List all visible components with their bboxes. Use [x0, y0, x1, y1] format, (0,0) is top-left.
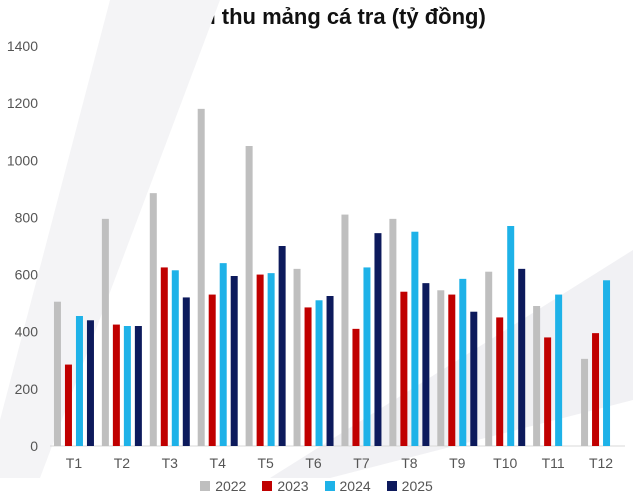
bar-T1-2024 [75, 316, 83, 446]
y-tick-label: 800 [15, 209, 39, 225]
y-tick-label: 400 [15, 324, 39, 340]
bar-T3-2024 [171, 270, 179, 446]
bar-T9-2023 [448, 294, 456, 446]
chart-legend: 2022 2023 2024 2025 [0, 478, 633, 494]
bar-T3-2025 [182, 297, 190, 446]
bar-T8-2024 [411, 231, 419, 446]
bar-chart: 0 200 400 600 800 1000 1200 1400 T1 T2 T3 T4 T5 T6 T7 T… [0, 0, 633, 478]
bar-T9-2024 [459, 278, 467, 446]
bar-T8-2023 [400, 291, 408, 446]
x-tick-label: T10 [493, 455, 517, 471]
y-tick-label: 200 [15, 381, 39, 397]
x-tick-label: T9 [449, 455, 466, 471]
x-tick-label: T6 [305, 455, 322, 471]
bar-T10-2023 [496, 317, 504, 446]
legend-swatch [262, 481, 273, 491]
bar-T12-2024 [603, 280, 611, 446]
x-tick-label: T8 [401, 455, 418, 471]
x-tick-label: T4 [210, 455, 227, 471]
legend-item-2025: 2025 [386, 478, 433, 494]
legend-label: 2024 [339, 478, 371, 494]
bar-T8-2025 [422, 283, 430, 446]
bar-T10-2022 [485, 271, 493, 446]
legend-swatch [200, 481, 211, 491]
legend-swatch [386, 481, 397, 491]
y-tick-label: 600 [15, 267, 39, 283]
bar-T11-2022 [533, 306, 541, 446]
legend-item-2024: 2024 [324, 478, 371, 494]
bar-T2-2025 [134, 326, 142, 446]
y-tick-label: 1200 [7, 95, 38, 111]
bar-T6-2023 [304, 307, 312, 446]
bar-T8-2022 [389, 218, 397, 446]
bar-T2-2024 [123, 326, 131, 446]
legend-item-2022: 2022 [200, 478, 246, 494]
bar-T7-2024 [363, 267, 371, 446]
bar-T2-2023 [112, 324, 120, 446]
bar-T1-2023 [64, 364, 72, 446]
y-tick-label: 0 [30, 438, 38, 454]
x-tick-label: T1 [66, 455, 83, 471]
bar-T5-2023 [256, 274, 264, 446]
bar-T4-2025 [230, 276, 238, 446]
bar-T7-2022 [341, 214, 349, 446]
bar-T9-2025 [470, 311, 478, 446]
bar-T3-2022 [149, 193, 157, 446]
bar-T11-2023 [544, 337, 552, 446]
bar-T12-2022 [581, 358, 589, 446]
x-tick-label: T2 [114, 455, 131, 471]
bar-T10-2024 [507, 226, 515, 446]
y-tick-label: 1400 [7, 38, 38, 54]
x-tick-label: T11 [542, 455, 565, 471]
bar-T7-2023 [352, 328, 360, 446]
bar-T5-2024 [267, 273, 275, 446]
bar-T4-2024 [219, 263, 227, 446]
bar-T3-2023 [160, 267, 168, 446]
bar-T6-2024 [315, 300, 323, 446]
x-tick-label: T12 [589, 455, 613, 471]
bar-T2-2022 [101, 218, 109, 446]
bar-T12-2023 [592, 333, 600, 446]
bar-T6-2022 [293, 268, 301, 446]
x-tick-label: T3 [162, 455, 179, 471]
bar-T10-2025 [518, 268, 526, 446]
legend-item-2023: 2023 [262, 478, 309, 494]
bar-T5-2022 [245, 146, 253, 446]
y-tick-label: 1000 [7, 152, 38, 168]
bar-T7-2025 [374, 233, 382, 446]
x-tick-label: T5 [257, 455, 274, 471]
bar-T11-2024 [555, 294, 563, 446]
bar-T1-2022 [53, 301, 61, 446]
bar-T6-2025 [326, 296, 334, 446]
legend-label: 2023 [277, 478, 309, 494]
bar-T5-2025 [278, 246, 286, 446]
bar-T9-2022 [437, 290, 445, 446]
legend-swatch [324, 481, 335, 491]
bar-T4-2023 [208, 294, 216, 446]
x-tick-label: T7 [353, 455, 370, 471]
legend-label: 2022 [215, 478, 247, 494]
bar-T4-2022 [197, 108, 205, 446]
legend-label: 2025 [401, 478, 433, 494]
bar-T1-2025 [86, 320, 94, 446]
